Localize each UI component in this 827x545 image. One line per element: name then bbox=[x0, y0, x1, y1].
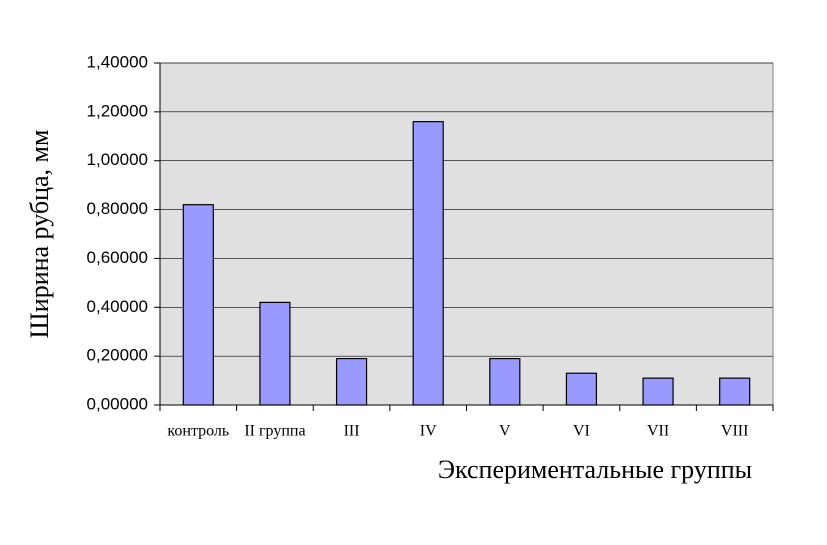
x-tick-label: контроль bbox=[167, 423, 229, 440]
x-tick-label: VIII bbox=[721, 423, 749, 440]
y-tick-label: 0,60000 bbox=[87, 248, 148, 267]
y-axis-title: Ширина рубца, мм bbox=[25, 130, 54, 339]
y-tick-label: 0,20000 bbox=[87, 346, 148, 365]
x-tick-label: VI bbox=[573, 423, 590, 440]
y-tick-label: 0,00000 bbox=[87, 394, 148, 413]
y-tick-label: 1,00000 bbox=[87, 150, 148, 169]
x-tick-label: VII bbox=[647, 423, 669, 440]
bar bbox=[489, 357, 521, 406]
y-tick-label: 1,20000 bbox=[87, 101, 148, 120]
x-tick-label: V bbox=[499, 423, 511, 440]
y-tick-label: 1,40000 bbox=[87, 52, 148, 71]
plot-area bbox=[159, 62, 774, 406]
x-tick-label: IV bbox=[420, 423, 437, 440]
bar bbox=[642, 377, 674, 406]
bar bbox=[565, 372, 598, 406]
bar bbox=[259, 301, 291, 406]
bar bbox=[719, 377, 751, 406]
bar bbox=[182, 204, 214, 406]
bar bbox=[335, 357, 368, 406]
x-tick-label: III bbox=[344, 423, 360, 440]
x-axis-title: Экспериментальные группы bbox=[438, 455, 752, 484]
x-tick-label: II группа bbox=[244, 423, 305, 440]
bar bbox=[412, 121, 444, 406]
y-tick-label: 0,40000 bbox=[87, 297, 148, 316]
y-tick-label: 0,80000 bbox=[87, 199, 148, 218]
